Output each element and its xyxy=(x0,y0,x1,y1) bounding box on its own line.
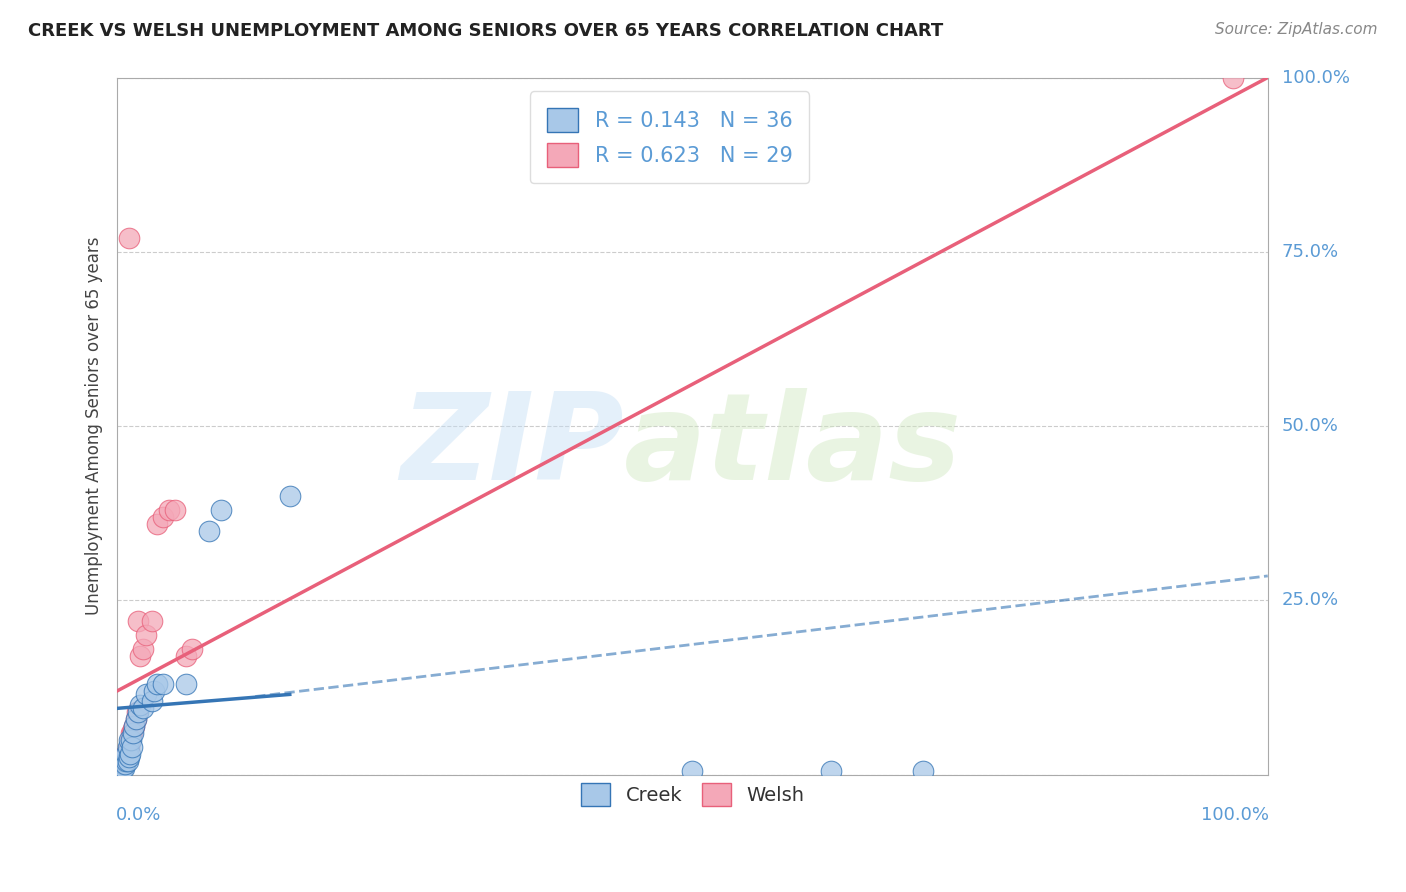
Point xyxy=(124,719,146,733)
Point xyxy=(118,747,141,761)
Point xyxy=(124,719,146,733)
Point xyxy=(682,764,704,778)
Point xyxy=(118,732,141,747)
Point xyxy=(112,754,135,768)
Point xyxy=(1222,70,1244,85)
Point xyxy=(124,712,146,726)
Point xyxy=(117,743,139,757)
Point xyxy=(115,747,138,761)
Point xyxy=(120,732,142,747)
Point xyxy=(112,761,135,775)
Text: CREEK VS WELSH UNEMPLOYMENT AMONG SENIORS OVER 65 YEARS CORRELATION CHART: CREEK VS WELSH UNEMPLOYMENT AMONG SENIOR… xyxy=(28,22,943,40)
Point xyxy=(124,712,146,726)
Point xyxy=(114,750,136,764)
Text: 25.0%: 25.0% xyxy=(1281,591,1339,609)
Point xyxy=(114,757,136,772)
Text: 75.0%: 75.0% xyxy=(1281,243,1339,260)
Point xyxy=(111,757,134,772)
Point xyxy=(911,764,934,778)
Text: ZIP: ZIP xyxy=(399,388,623,506)
Point xyxy=(129,649,152,664)
Point xyxy=(141,694,163,708)
Point xyxy=(117,739,139,754)
Point xyxy=(121,725,143,739)
Point xyxy=(111,761,134,775)
Text: 100.0%: 100.0% xyxy=(1201,806,1268,824)
Point xyxy=(127,614,149,628)
Point xyxy=(143,684,166,698)
Point xyxy=(127,705,149,719)
Point xyxy=(122,723,145,737)
Point xyxy=(181,642,204,657)
Point xyxy=(111,762,134,776)
Text: atlas: atlas xyxy=(623,388,962,506)
Point xyxy=(146,677,169,691)
Legend: Creek, Welsh: Creek, Welsh xyxy=(572,776,813,814)
Point xyxy=(115,747,138,761)
Point xyxy=(111,757,134,772)
Point xyxy=(163,502,186,516)
Point xyxy=(118,732,141,747)
Point xyxy=(174,649,197,664)
Point xyxy=(131,701,153,715)
Point xyxy=(110,762,132,776)
Point xyxy=(121,739,143,754)
Text: 0.0%: 0.0% xyxy=(117,806,162,824)
Point xyxy=(115,754,138,768)
Point xyxy=(110,764,132,778)
Point xyxy=(118,739,141,754)
Point xyxy=(111,761,134,775)
Point xyxy=(118,231,141,245)
Point xyxy=(146,516,169,531)
Point xyxy=(135,628,157,642)
Point xyxy=(157,502,180,516)
Point xyxy=(152,677,174,691)
Point xyxy=(174,677,197,691)
Point xyxy=(131,642,153,657)
Point xyxy=(141,614,163,628)
Point xyxy=(198,524,221,538)
Y-axis label: Unemployment Among Seniors over 65 years: Unemployment Among Seniors over 65 years xyxy=(86,236,103,615)
Text: Source: ZipAtlas.com: Source: ZipAtlas.com xyxy=(1215,22,1378,37)
Point xyxy=(125,705,148,719)
Point xyxy=(820,764,842,778)
Point xyxy=(278,489,301,503)
Point xyxy=(117,754,139,768)
Point xyxy=(129,698,152,712)
Point xyxy=(209,502,232,516)
Point xyxy=(122,725,145,739)
Point xyxy=(120,725,142,739)
Point xyxy=(108,764,131,778)
Point xyxy=(118,750,141,764)
Point xyxy=(108,764,131,778)
Text: 100.0%: 100.0% xyxy=(1281,69,1350,87)
Point xyxy=(114,754,136,768)
Point xyxy=(135,687,157,701)
Text: 50.0%: 50.0% xyxy=(1281,417,1339,435)
Point xyxy=(152,509,174,524)
Point xyxy=(112,754,135,768)
